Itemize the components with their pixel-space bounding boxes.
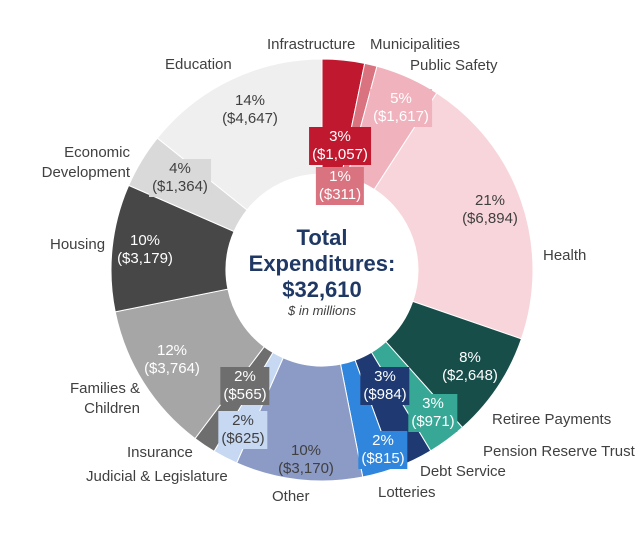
- data-label-pct: 3%: [422, 395, 444, 412]
- data-label-pct: 10%: [129, 232, 161, 249]
- data-label-value: ($3,764): [144, 360, 200, 377]
- category-label-pension-reserve-trust: Pension Reserve Trust: [483, 443, 635, 460]
- data-label-pct: 4%: [169, 160, 191, 177]
- data-label: 4% ($1,364): [149, 159, 211, 197]
- data-label-value: ($1,364): [152, 178, 208, 195]
- data-label-value: ($4,647): [222, 110, 278, 127]
- category-label-families-children: Families & Children: [70, 379, 140, 419]
- category-label-economic-development: Economic Development: [42, 143, 130, 183]
- data-label-pct: 10%: [290, 442, 322, 459]
- data-label-value: ($815): [361, 450, 405, 467]
- data-label: 21% ($6,894): [459, 191, 521, 229]
- donut-hole: [226, 174, 418, 366]
- category-label-families-line1: Families &: [69, 380, 140, 397]
- chart-total: $32,610: [282, 277, 362, 302]
- data-label-pct: 5%: [390, 90, 412, 107]
- category-label-education: Education: [165, 56, 232, 73]
- data-label-value: ($2,648): [442, 367, 498, 384]
- data-label-value: ($1,617): [373, 108, 429, 125]
- data-label-pct: 2%: [372, 432, 394, 449]
- center-label: Total Expenditures: $32,610 $ in million…: [222, 225, 422, 318]
- data-label-value: ($3,170): [278, 460, 334, 477]
- data-label-pct: 1%: [329, 168, 351, 185]
- data-label: 3% ($971): [408, 394, 458, 432]
- data-label-pct: 14%: [234, 92, 266, 109]
- data-label: 8% ($2,648): [439, 348, 501, 386]
- category-label-econ-line1: Economic: [64, 144, 130, 161]
- data-label: 10% ($3,179): [114, 231, 176, 269]
- data-label-pct: 3%: [329, 128, 351, 145]
- data-label-pct: 2%: [234, 368, 256, 385]
- data-label: 10% ($3,170): [275, 441, 337, 479]
- data-label-value: ($625): [221, 430, 265, 447]
- data-label-value: ($984): [363, 386, 407, 403]
- data-label: 12% ($3,764): [141, 341, 203, 379]
- data-label: 5% ($1,617): [370, 89, 432, 127]
- unit-note: $ in millions: [288, 303, 356, 318]
- category-label-public-safety: Public Safety: [410, 57, 498, 74]
- data-label-pct: 12%: [156, 342, 188, 359]
- data-label-value: ($311): [318, 186, 362, 203]
- data-label: 1% ($311): [315, 167, 365, 205]
- data-label-pct: 3%: [374, 368, 396, 385]
- chart-title-line1: Total Expenditures:: [248, 225, 396, 276]
- category-label-health: Health: [543, 247, 587, 264]
- data-label-pct: 8%: [459, 349, 481, 366]
- category-label-debt-service: Debt Service: [420, 463, 506, 480]
- data-label: 3% ($1,057): [309, 127, 371, 165]
- category-label-judicial: Judicial & Legislature: [86, 468, 228, 485]
- category-label-infrastructure: Infrastructure: [267, 36, 356, 53]
- data-label-value: ($3,179): [117, 250, 173, 267]
- data-label: 2% ($565): [220, 367, 270, 405]
- category-label-families-line2: Children: [84, 400, 140, 417]
- category-label-housing: Housing: [50, 236, 106, 253]
- category-label-insurance: Insurance: [127, 444, 193, 461]
- data-label-value: ($971): [411, 413, 455, 430]
- category-label-econ-line2: Development: [41, 164, 130, 181]
- data-label: 3% ($984): [360, 367, 410, 405]
- category-label-retiree-payments: Retiree Payments: [492, 411, 612, 428]
- data-label: 2% ($625): [218, 411, 268, 449]
- data-label: 2% ($815): [358, 431, 408, 469]
- category-label-other: Other: [272, 488, 310, 505]
- category-label-municipalities: Municipalities: [370, 36, 461, 53]
- data-label-value: ($565): [223, 386, 267, 403]
- data-label-value: ($1,057): [312, 146, 368, 163]
- data-label-value: ($6,894): [462, 210, 518, 227]
- data-label-pct: 21%: [474, 192, 506, 209]
- data-label: 14% ($4,647): [219, 91, 281, 129]
- data-label-pct: 2%: [232, 412, 254, 429]
- category-label-lotteries: Lotteries: [378, 484, 436, 501]
